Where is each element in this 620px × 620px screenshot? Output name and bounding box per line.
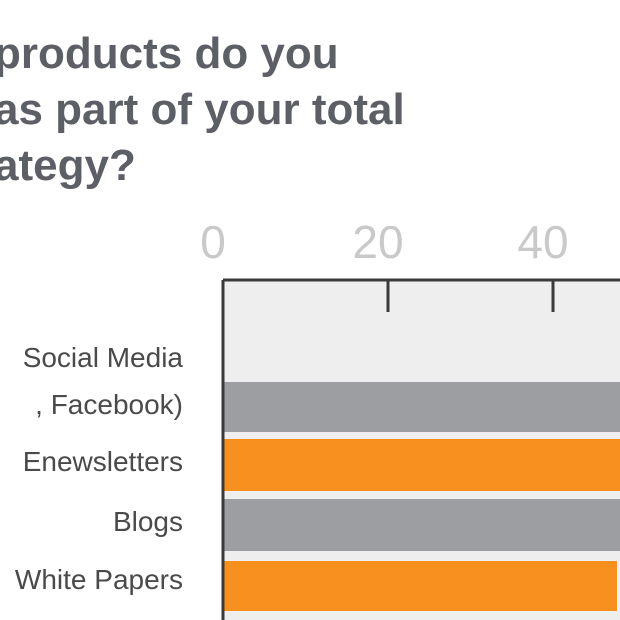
x-tick-label-20: 20 bbox=[352, 216, 403, 268]
x-tick-label-0: 0 bbox=[200, 216, 226, 268]
category-label-0-line-1: Social Media bbox=[23, 342, 184, 373]
category-label-2: Blogs bbox=[113, 506, 183, 537]
bar-0 bbox=[223, 382, 620, 432]
bar-1 bbox=[223, 439, 620, 491]
chart-title: products do you as part of your total at… bbox=[0, 26, 405, 194]
x-tick-label-40: 40 bbox=[517, 216, 568, 268]
bar-3 bbox=[223, 561, 617, 611]
x-axis-tick-labels: 0 20 40 bbox=[200, 216, 568, 268]
bars-group bbox=[223, 382, 620, 611]
chart-title-line-2: as part of your total bbox=[0, 85, 405, 134]
axis-group bbox=[221, 278, 620, 620]
chart-title-line-1: products do you bbox=[0, 29, 339, 78]
category-labels: Social Media , Facebook) Enewsletters Blogs… bbox=[15, 342, 183, 595]
category-label-1: Enewsletters bbox=[23, 446, 183, 477]
category-label-3: White Papers bbox=[15, 564, 183, 595]
chart-title-line-3: ategy? bbox=[0, 141, 136, 190]
category-label-0-line-2: , Facebook) bbox=[35, 389, 183, 420]
bar-2 bbox=[223, 499, 620, 551]
